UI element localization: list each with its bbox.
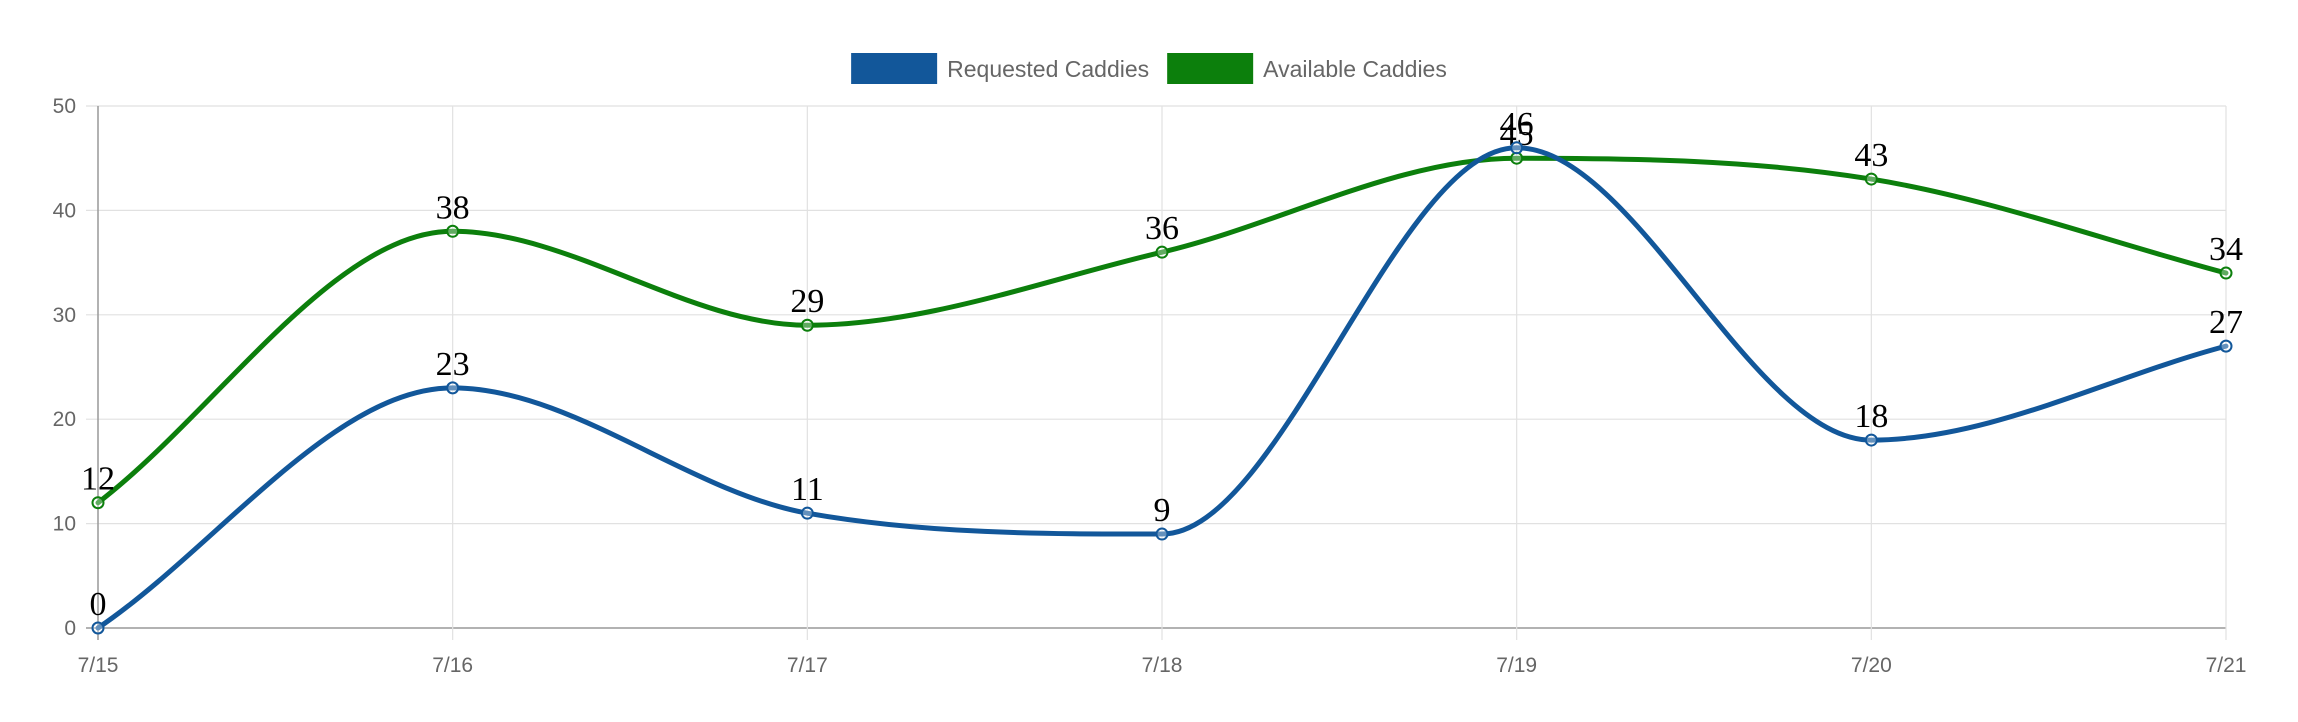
available-caddies-data-label: 43	[1854, 137, 1888, 174]
requested-caddies-point	[1155, 527, 1169, 541]
available-caddies-point	[800, 318, 814, 332]
requested-caddies-point	[2219, 339, 2233, 353]
y-tick-label: 0	[64, 617, 76, 640]
x-tick-label: 7/17	[787, 654, 828, 677]
y-tick-label: 10	[53, 513, 76, 536]
chart-legend: Requested Caddies Available Caddies	[851, 53, 1447, 84]
y-tick-label: 30	[53, 304, 76, 327]
x-tick-label: 7/19	[1496, 654, 1537, 677]
legend-swatch-available-caddies	[1167, 53, 1254, 84]
chart-grid	[86, 105, 2227, 640]
available-caddies-data-label: 29	[790, 283, 824, 320]
x-tick-label: 7/15	[78, 654, 119, 677]
requested-caddies-point	[91, 621, 105, 635]
requested-caddies-data-label: 11	[791, 471, 824, 508]
x-tick-label: 7/16	[432, 654, 473, 677]
available-caddies-point	[1155, 245, 1169, 259]
requested-caddies-data-label: 27	[2209, 304, 2243, 341]
legend-label-requested-caddies: Requested Caddies	[947, 56, 1149, 82]
legend-label-available-caddies: Available Caddies	[1263, 56, 1447, 82]
y-tick-label: 40	[53, 199, 76, 222]
available-caddies-point	[1510, 151, 1524, 165]
requested-caddies-data-label: 0	[90, 586, 107, 623]
requested-caddies-data-label: 46	[1500, 106, 1534, 143]
available-caddies-data-label: 34	[2209, 231, 2243, 268]
x-tick-label: 7/20	[1851, 654, 1892, 677]
requested-caddies-data-label: 23	[436, 346, 470, 383]
available-caddies-line	[95, 155, 2229, 506]
requested-caddies-data-label: 18	[1854, 398, 1888, 435]
available-caddies-point	[2219, 266, 2233, 280]
y-tick-label: 50	[53, 95, 76, 118]
available-caddies-data-label: 38	[436, 189, 470, 226]
x-tick-label: 7/18	[1142, 654, 1183, 677]
requested-caddies-point	[1510, 141, 1524, 155]
y-tick-label: 20	[53, 408, 76, 431]
x-tick-label: 7/21	[2206, 654, 2247, 677]
requested-caddies-point	[1864, 433, 1878, 447]
available-caddies-data-label: 12	[81, 461, 115, 498]
available-caddies-point	[1864, 172, 1878, 186]
available-caddies-data-label: 36	[1145, 210, 1179, 247]
legend-swatch-requested-caddies	[851, 53, 938, 84]
requested-caddies-line	[95, 145, 2229, 631]
requested-caddies-point	[800, 506, 814, 520]
requested-caddies-data-label: 9	[1154, 492, 1171, 529]
available-caddies-point	[446, 224, 460, 238]
chart-axes: 0 10 20 30 40 50 7/15 7/16 7/17 7/18 7/19 7/20 7/21	[53, 95, 2247, 677]
requested-caddies-point	[446, 381, 460, 395]
available-caddies-point	[91, 496, 105, 510]
